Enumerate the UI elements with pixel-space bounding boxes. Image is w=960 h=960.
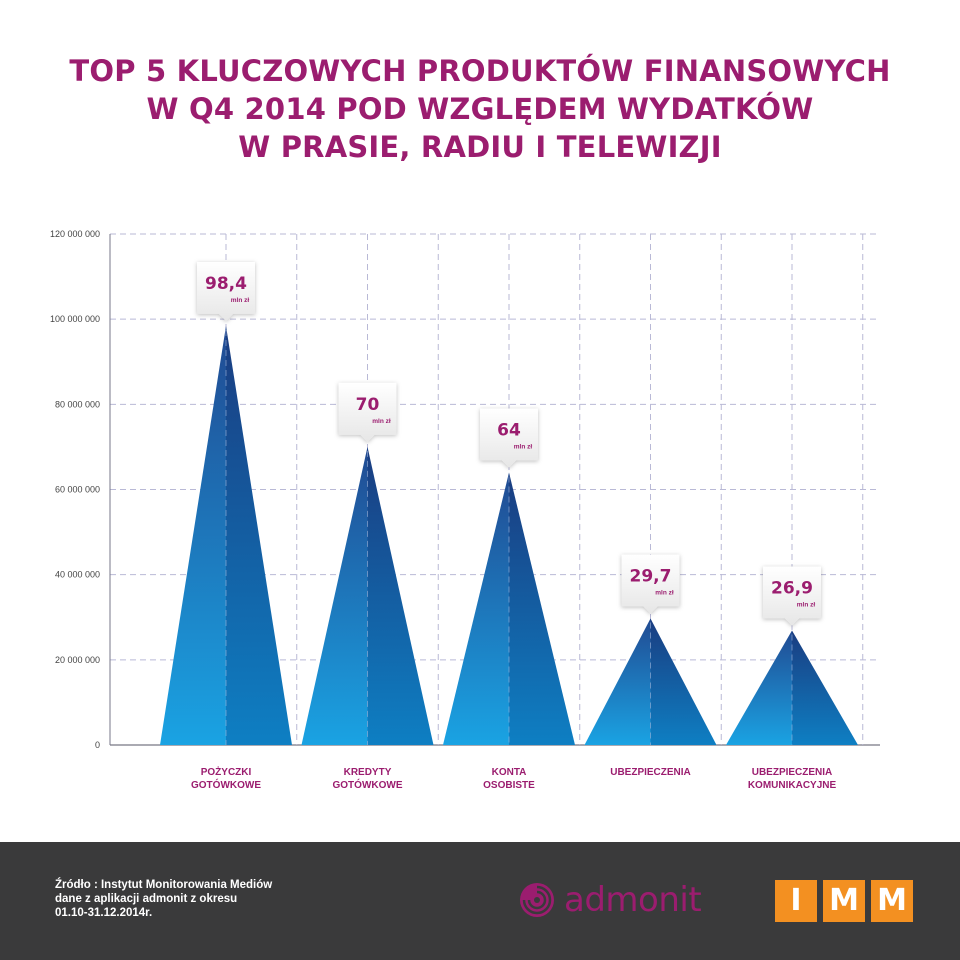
bar-triangle [584,618,717,745]
admonit-wordmark: admonit [564,880,702,920]
category-label: KONTA OSOBISTE [483,767,535,791]
y-tick-label: 40 000 000 [55,570,100,580]
category-labels: POŻYCZKI GOTÓWKOWE KREDYTY GOTÓWKOWE KONTA OS… [191,765,836,791]
value-unit: mln zł [655,590,674,597]
title-line-2: W Q4 2014 POD WZGLĘDEM WYDATKÓW [146,92,814,126]
source-line-1: Źródło : Instytut Monitorowania Mediów [55,879,273,891]
imm-letter-m2: M [871,880,913,922]
y-tick-label: 100 000 000 [50,314,100,324]
footer: Źródło : Instytut Monitorowania Mediów d… [0,842,960,960]
value-label: 64 [497,420,521,440]
bar-triangle [301,446,434,745]
category-label: UBEZPIECZENIA KOMUNIKACYJNE [748,767,837,791]
value-label: 29,7 [630,567,672,587]
value-unit: mln zł [514,443,533,450]
imm-letter-m1: M [823,880,865,922]
spiral-shell-icon [520,883,554,917]
title-line-1: TOP 5 KLUCZOWYCH PRODUKTÓW FINANSOWYCH [69,54,891,88]
source-line-2: dane z aplikacji admonit z okresu [55,893,238,905]
y-tick-label: 20 000 000 [55,655,100,665]
y-axis-ticks: 0 20 000 000 40 000 000 60 000 000 80 000 00… [50,229,100,750]
source-note: Źródło : Instytut Monitorowania Mediów d… [55,878,272,920]
value-callout: 64 mln zł [480,408,538,468]
y-tick-label: 0 [95,740,100,750]
value-callout: 98,4 mln zł [197,261,255,321]
bars [160,325,858,745]
value-unit: mln zł [372,418,391,425]
imm-logo: I M M [775,880,913,922]
value-callout: 29,7 mln zł [621,554,680,614]
bar-triangle [160,325,292,745]
value-label: 98,4 [205,274,247,294]
admonit-logo: admonit [518,880,702,920]
category-label: POŻYCZKI GOTÓWKOWE [191,765,261,791]
category-label: UBEZPIECZENIA [610,767,691,778]
value-label: 70 [356,395,380,415]
value-unit: mln zł [231,297,250,304]
bar-triangle [443,472,575,745]
value-callout: 26,9 mln zł [763,566,821,626]
chart-title: TOP 5 KLUCZOWYCH PRODUKTÓW FINANSOWYCH W… [0,52,960,166]
imm-letter-i: I [775,880,817,922]
bar-chart: 0 20 000 000 40 000 000 60 000 000 80 000 00… [50,229,880,791]
title-line-3: W PRASIE, RADIU I TELEWIZJI [238,130,722,164]
bar-triangle [726,630,858,745]
source-line-3: 01.10-31.12.2014r. [55,907,153,919]
y-tick-label: 80 000 000 [55,399,100,409]
category-label: KREDYTY GOTÓWKOWE [333,767,403,791]
y-tick-label: 120 000 000 [50,229,100,239]
value-callout: 70 mln zł [338,382,397,442]
y-tick-label: 60 000 000 [55,485,100,495]
value-label: 26,9 [771,578,813,598]
value-unit: mln zł [797,601,816,608]
